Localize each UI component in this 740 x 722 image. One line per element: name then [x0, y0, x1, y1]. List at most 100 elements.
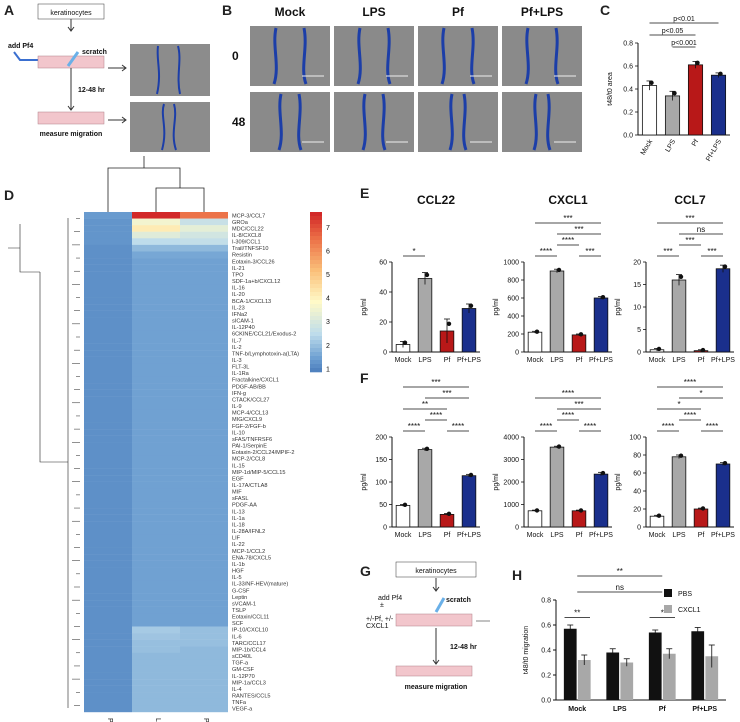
g-measure-label: measure migration [405, 684, 468, 691]
heatmap-cell [132, 251, 180, 259]
x-tick-label: LPS [550, 532, 564, 539]
heatmap-cell [132, 383, 180, 390]
heatmap-cell [180, 304, 228, 311]
bar [715, 463, 731, 528]
bar [417, 278, 433, 353]
edge-a0-left [156, 45, 160, 95]
heatmap-cell [132, 613, 180, 621]
bar [593, 297, 609, 353]
heatmap-row-label: Resistin [232, 253, 252, 259]
legend-label: PBS [678, 591, 692, 598]
bar [662, 653, 676, 700]
heatmap-cell [132, 494, 180, 502]
heatmap-row-label: ENA-78/CXCL5 [232, 555, 271, 561]
panel-a-letter: A [4, 2, 14, 18]
heatmap-cell [180, 672, 228, 680]
heatmap-cell [84, 297, 132, 305]
sig-label: * [699, 389, 702, 398]
heatmap-cell [132, 698, 180, 706]
heatmap-row-label: IL-15 [232, 463, 245, 469]
data-point [656, 513, 662, 518]
heatmap-cell [180, 468, 228, 476]
g-dish-1 [395, 613, 473, 627]
heatmap-cell [132, 422, 180, 430]
x-tick-label: Pf [691, 138, 700, 147]
data-point [672, 90, 677, 96]
heatmap-cell [180, 560, 228, 568]
scale-swatch [310, 336, 322, 341]
heatmap-cell [180, 593, 228, 601]
x-tick-label: Mock [395, 532, 412, 539]
heatmap-row-label: TNF-b/Lymphotoxin-a(LTA) [232, 351, 299, 357]
heatmap-cell [84, 323, 132, 331]
heatmap-cell [84, 448, 132, 456]
heatmap-cell [132, 244, 180, 252]
heatmap-cell [84, 304, 132, 311]
heatmap-cell [180, 284, 228, 292]
scale-swatch [310, 356, 322, 361]
heatmap-cell [180, 396, 228, 403]
x-tick-label: Pf+LPS [705, 138, 723, 163]
heatmap-cell [180, 317, 228, 325]
bar [395, 504, 411, 528]
heatmap-cell [180, 698, 228, 706]
heatmap-row-label: VEGF-a [232, 707, 253, 713]
heatmap-cell [180, 422, 228, 430]
x-tick-label: Pf [576, 532, 583, 539]
heatmap-row-label: TGF-a [232, 661, 249, 667]
chart-title: CXCL1 [548, 193, 588, 207]
y-tick-label: 100 [375, 480, 387, 487]
heatmap-row-label: MIP-1d/MIP-5/CCL15 [232, 470, 285, 476]
heatmap-cell [132, 567, 180, 575]
x-tick-label: Pf+LPS [711, 357, 735, 364]
wound-edge-left [277, 93, 283, 151]
col-dendrogram [107, 167, 181, 212]
heatmap-cell [180, 705, 228, 713]
heatmap-row-label: IL-28A/IFNL2 [232, 529, 265, 535]
heatmap-cell [84, 389, 132, 397]
g-scratch-label: scratch [446, 597, 471, 604]
bar [577, 660, 591, 700]
sig-label: ** [422, 400, 428, 409]
heatmap-cell [132, 284, 180, 292]
sig-label: * [677, 400, 680, 409]
heatmap-cell [132, 363, 180, 371]
scale-swatch [310, 260, 322, 265]
bar [620, 662, 634, 700]
heatmap-cell [180, 251, 228, 259]
chart-f-2: 0 1000 2000 3000 4000 pg/ml Mock LPS Pf Pf+LPS ***… [493, 389, 613, 539]
heatmap-cell [180, 409, 228, 417]
scale-swatch [310, 268, 322, 273]
heatmap-cell [132, 540, 180, 548]
heatmap-cell [180, 264, 228, 272]
heatmap-cell [132, 462, 180, 469]
heatmap-cell [132, 442, 180, 450]
heatmap-cell [84, 218, 132, 226]
sig-label: *** [585, 247, 594, 256]
y-tick-label: 0.2 [623, 110, 633, 117]
x-tick-label: Pf+LPS [589, 532, 613, 539]
wound-edge-left [440, 27, 446, 85]
bar [417, 449, 433, 528]
heatmap-cell [180, 646, 228, 653]
heatmap-col-label: Pf/LPS [202, 718, 209, 722]
scratch-label: scratch [82, 49, 107, 56]
b-col-label: LPS [362, 5, 385, 19]
heatmap-row-label: IL-1a [232, 516, 246, 522]
heatmap-cell [84, 587, 132, 594]
heatmap-cell [132, 337, 180, 344]
heatmap-row-label: EGF [232, 476, 244, 482]
x-tick-label: Pf+LPS [692, 706, 717, 713]
heatmap-cell [132, 692, 180, 700]
data-point [656, 346, 662, 352]
heatmap-cell [180, 540, 228, 548]
heatmap-cell [132, 389, 180, 397]
heatmap-row-label: IL-21 [232, 266, 245, 272]
heatmap-cell [132, 429, 180, 436]
b-col-label: Pf+LPS [521, 5, 563, 19]
heatmap-row-label: G-CSF [232, 588, 250, 594]
heatmap-cell [180, 435, 228, 443]
sig-label: **** [684, 378, 696, 387]
